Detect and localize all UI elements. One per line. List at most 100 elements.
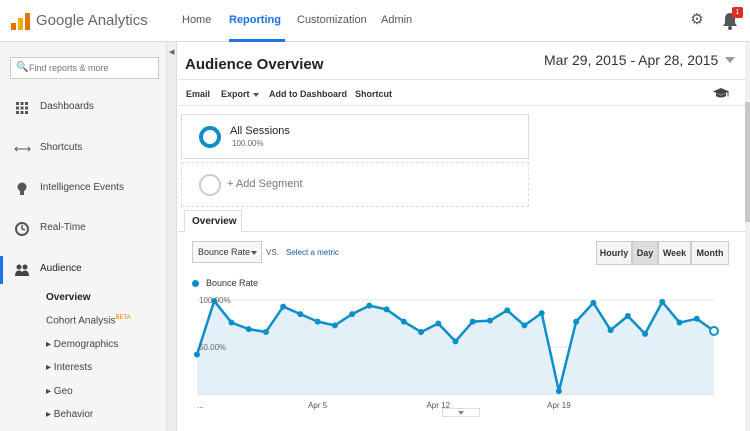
data-point	[469, 318, 476, 325]
granularity-month[interactable]: Month	[691, 241, 729, 265]
data-point	[211, 297, 218, 304]
data-point	[538, 310, 545, 317]
nav-customization[interactable]: Customization	[297, 14, 367, 26]
scrollbar-thumb[interactable]	[745, 102, 750, 222]
y-tick-label: 50.00%	[199, 343, 226, 352]
metric-dropdown-value: Bounce Rate	[198, 247, 251, 257]
gear-icon[interactable]: ⚙	[690, 11, 704, 28]
sidebar-sub-demographics[interactable]: ▸ Demographics	[46, 339, 119, 350]
sidebar: 🔍 Dashboards ⟷ Shortcuts Intelligence Ev…	[0, 42, 167, 431]
sidebar-item-intelligence-events[interactable]: Intelligence Events	[0, 175, 167, 203]
nav-home[interactable]: Home	[182, 14, 212, 26]
sidebar-item-label: Dashboards	[40, 101, 94, 112]
tab-overview[interactable]: Overview	[184, 210, 242, 232]
search-icon: 🔍	[16, 62, 29, 73]
export-label: Export	[221, 89, 250, 99]
divider	[178, 79, 750, 80]
export-button[interactable]: Export	[221, 89, 259, 99]
x-tick-label: Apr 12	[426, 401, 450, 410]
data-point	[590, 299, 597, 306]
data-point	[314, 318, 321, 325]
grid-icon	[16, 102, 28, 114]
legend-label: Bounce Rate	[206, 278, 259, 288]
data-point	[676, 319, 683, 326]
granularity-day[interactable]: Day	[632, 241, 658, 265]
sidebar-sub-cohort-analysis[interactable]: Cohort AnalysisBETA	[46, 315, 131, 326]
search-box[interactable]: 🔍	[10, 57, 159, 79]
bounce-rate-chart[interactable]: 100.00% 50.00%... Apr 5 Apr 12 Apr 19	[178, 42, 750, 431]
data-point	[573, 318, 580, 325]
granularity-label: Day	[636, 248, 654, 258]
people-icon	[15, 264, 29, 276]
bulb-icon	[17, 182, 27, 195]
add-to-dashboard-button[interactable]: Add to Dashboard	[269, 89, 347, 99]
main-content: Audience Overview Mar 29, 2015 - Apr 28,…	[178, 42, 750, 431]
data-point	[228, 319, 235, 326]
segment-percent: 100.00%	[232, 139, 264, 148]
x-tick-label: Apr 5	[308, 401, 328, 410]
chevron-down-icon[interactable]	[725, 57, 735, 63]
segment-all-sessions[interactable]: All Sessions 100.00%	[181, 114, 529, 159]
sidebar-sub-overview[interactable]: Overview	[46, 292, 91, 303]
active-tab-underline	[229, 39, 285, 42]
active-indicator	[0, 256, 3, 284]
nav-reporting[interactable]: Reporting	[229, 14, 281, 26]
sidebar-item-audience[interactable]: Audience	[0, 256, 167, 284]
data-point	[280, 303, 287, 310]
granularity-label: Week	[662, 248, 687, 258]
sidebar-item-dashboards[interactable]: Dashboards	[0, 94, 167, 122]
add-segment-button[interactable]: + Add Segment	[181, 162, 529, 207]
notifications-button[interactable]: 1	[720, 7, 743, 31]
data-point	[452, 338, 459, 345]
data-point	[262, 328, 269, 335]
shortcut-button[interactable]: Shortcut	[355, 89, 392, 99]
sidebar-sub-label: Cohort Analysis	[46, 315, 116, 327]
empty-ring-icon	[199, 174, 221, 196]
sidebar-item-label: Audience	[40, 263, 82, 274]
page-scrollbar[interactable]	[745, 42, 750, 431]
x-tick-label: Apr 19	[547, 401, 571, 410]
sidebar-item-label: Real-Time	[40, 222, 86, 233]
search-input[interactable]	[29, 60, 154, 76]
legend-marker	[192, 280, 199, 287]
data-point	[555, 388, 562, 395]
metric-dropdown[interactable]: Bounce Rate	[192, 241, 262, 263]
add-segment-label: + Add Segment	[227, 178, 303, 190]
select-metric-link[interactable]: Select a metric	[286, 248, 339, 257]
data-point	[194, 351, 200, 358]
data-point	[709, 326, 719, 337]
email-button[interactable]: Email	[186, 89, 211, 99]
data-point	[659, 298, 666, 305]
sidebar-item-label: Intelligence Events	[40, 182, 124, 193]
series-area	[197, 300, 714, 394]
segment-name: All Sessions	[230, 125, 290, 137]
nav-admin[interactable]: Admin	[381, 14, 413, 26]
clock-icon	[15, 222, 29, 236]
chevron-down-icon	[252, 92, 259, 97]
y-tick-label: 100.00%	[199, 296, 231, 305]
chart-expand-button[interactable]	[442, 408, 480, 417]
notification-badge: 1	[732, 7, 743, 18]
tab-divider	[178, 231, 750, 232]
sidebar-item-shortcuts[interactable]: ⟷ Shortcuts	[0, 135, 167, 163]
data-point	[521, 322, 528, 329]
segment-ring-icon	[199, 126, 221, 148]
date-range-picker[interactable]: Mar 29, 2015 - Apr 28, 2015	[544, 52, 719, 68]
chevron-down-icon	[251, 251, 257, 255]
logo[interactable]: Google Analytics	[10, 9, 160, 33]
data-point	[607, 327, 614, 334]
top-bar: Google Analytics Home Reporting Customiz…	[0, 0, 750, 42]
granularity-week[interactable]: Week	[658, 241, 691, 265]
data-point	[331, 322, 338, 329]
sidebar-collapse-button[interactable]: ◀	[167, 42, 177, 431]
report-toolbar: Email Export Add to Dashboard Shortcut	[178, 80, 750, 106]
sidebar-sub-geo[interactable]: ▸ Geo	[46, 386, 73, 397]
granularity-hourly[interactable]: Hourly	[596, 241, 632, 265]
sidebar-item-real-time[interactable]: Real-Time	[0, 215, 167, 243]
graduation-cap-icon[interactable]	[712, 87, 730, 99]
beta-badge: BETA	[115, 315, 131, 321]
data-point	[486, 317, 493, 324]
arrows-icon: ⟷	[14, 142, 32, 156]
sidebar-sub-behavior[interactable]: ▸ Behavior	[46, 409, 94, 420]
sidebar-sub-interests[interactable]: ▸ Interests	[46, 362, 93, 373]
